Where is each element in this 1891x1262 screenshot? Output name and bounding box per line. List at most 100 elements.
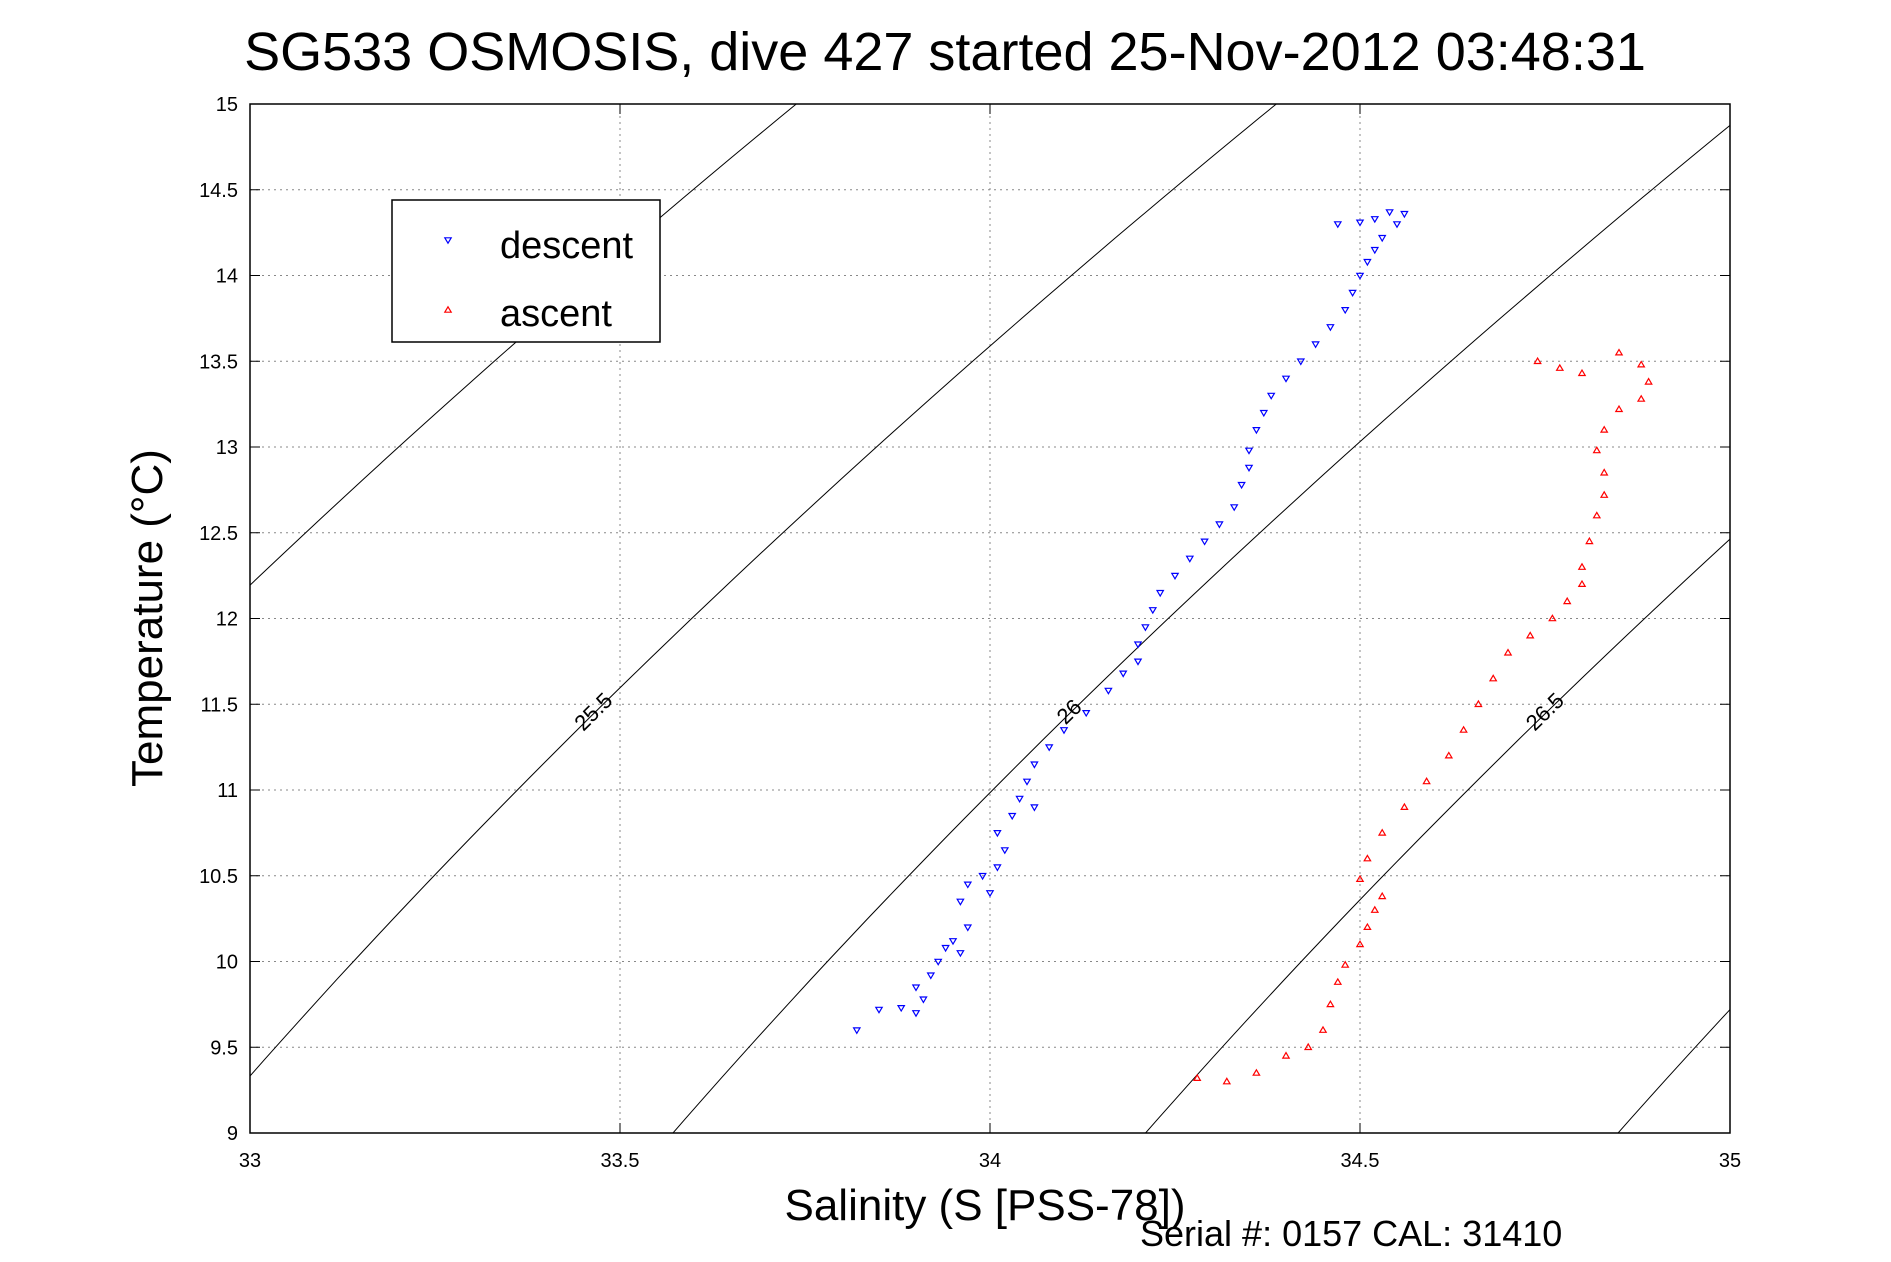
y-tick-label: 10.5 [199, 866, 238, 888]
legend-label-descent: descent [500, 225, 634, 267]
legend-marker-descent-icon [443, 237, 453, 245]
descent-point [919, 996, 928, 1004]
descent-point [1104, 687, 1113, 695]
y-tick-label: 9 [227, 1123, 238, 1145]
descent-point [1311, 341, 1320, 349]
ascent-point [1222, 1077, 1232, 1085]
descent-point [1000, 847, 1010, 855]
legend-marker-ascent-icon [443, 305, 453, 313]
series-ascent [1192, 348, 1653, 1085]
ascent-point [1326, 1000, 1335, 1008]
ascent-point [1636, 394, 1646, 402]
descent-point [956, 898, 965, 906]
ascent-point [1525, 631, 1535, 639]
contour-line-26 [672, 124, 1730, 1133]
descent-point [1348, 289, 1357, 297]
contour-line-25.5 [250, 104, 1278, 1077]
ascent-point [1592, 511, 1602, 519]
y-tick-label: 11 [217, 780, 238, 802]
descent-point [1296, 358, 1306, 366]
x-tick-label: 33.5 [601, 1150, 640, 1172]
descent-point [926, 972, 936, 980]
descent-point [1377, 234, 1387, 243]
descent-point [874, 1006, 884, 1014]
y-tick-label: 9.5 [210, 1037, 238, 1059]
ascent-point [1599, 490, 1609, 498]
ascent-point [1252, 1068, 1261, 1076]
ascent-point [1340, 960, 1350, 968]
ascent-point [1636, 360, 1646, 368]
descent-point [1392, 221, 1402, 229]
ascent-point [1488, 674, 1498, 682]
descent-point [1252, 427, 1261, 435]
descent-point [1030, 804, 1039, 812]
ascent-point [1585, 536, 1594, 545]
descent-point [896, 1004, 906, 1013]
contour-line-27 [1617, 1008, 1730, 1133]
descent-point [1133, 658, 1143, 666]
descent-point [852, 1027, 862, 1035]
descent-point [1281, 375, 1291, 383]
ascent-point [1318, 1025, 1328, 1033]
descent-point [1385, 209, 1394, 217]
ascent-point [1400, 802, 1409, 811]
descent-point [1340, 307, 1350, 315]
ascent-point [1363, 922, 1372, 931]
y-tick-label: 12 [216, 609, 238, 631]
descent-point [963, 924, 973, 932]
descent-point [1400, 210, 1409, 219]
descent-point [1333, 221, 1343, 229]
ascent-point [1548, 614, 1557, 622]
grid-lines [250, 104, 1730, 1133]
legend-marker-descent [443, 237, 453, 245]
ascent-point [1555, 363, 1565, 371]
x-tick-label: 35 [1719, 1150, 1741, 1172]
descent-point [933, 958, 943, 966]
ascent-point [1614, 404, 1624, 413]
ascent-point [1599, 425, 1609, 433]
ascent-point [1503, 648, 1513, 656]
axes [249, 103, 1731, 1134]
ascent-point [1533, 356, 1542, 365]
descent-point [956, 950, 965, 958]
ascent-point [1422, 777, 1431, 785]
ascent-point [1577, 562, 1587, 570]
descent-point [1370, 216, 1380, 224]
descent-point [1118, 670, 1128, 678]
descent-point [1133, 641, 1143, 649]
descent-point [1363, 258, 1372, 267]
ascent-point [1644, 377, 1653, 385]
descent-point [993, 829, 1002, 838]
legend-marker-ascent [443, 305, 453, 313]
descent-point [1244, 464, 1254, 472]
ascent-point [1355, 940, 1365, 948]
legend-label-ascent: ascent [500, 293, 612, 335]
x-axis-label: Salinity (S [PSS-78]) [784, 1181, 1185, 1230]
descent-point [911, 1010, 921, 1018]
ascent-point [1333, 977, 1343, 985]
descent-point [1141, 624, 1150, 632]
descent-point [963, 881, 973, 889]
legend: descent ascent [391, 199, 661, 343]
x-tick-label: 34.5 [1341, 1150, 1380, 1172]
ascent-point [1459, 725, 1468, 733]
descent-point [1081, 709, 1091, 718]
descent-point [1170, 572, 1180, 580]
descent-point [1185, 555, 1195, 563]
contour-line-26.5 [1144, 538, 1730, 1133]
ascent-point [1592, 446, 1602, 454]
ascent-point [1599, 468, 1609, 476]
ascent-point [1281, 1051, 1291, 1059]
ascent-point [1577, 579, 1587, 588]
y-tick-label: 14 [216, 266, 238, 288]
descent-point [1326, 324, 1335, 332]
ascent-point [1355, 874, 1365, 883]
descent-point [1355, 219, 1365, 227]
descent-point [911, 984, 921, 992]
x-tick-label: 33 [239, 1150, 261, 1172]
descent-point [941, 944, 950, 953]
y-tick-label: 15 [216, 94, 238, 116]
descent-point [1370, 246, 1380, 255]
